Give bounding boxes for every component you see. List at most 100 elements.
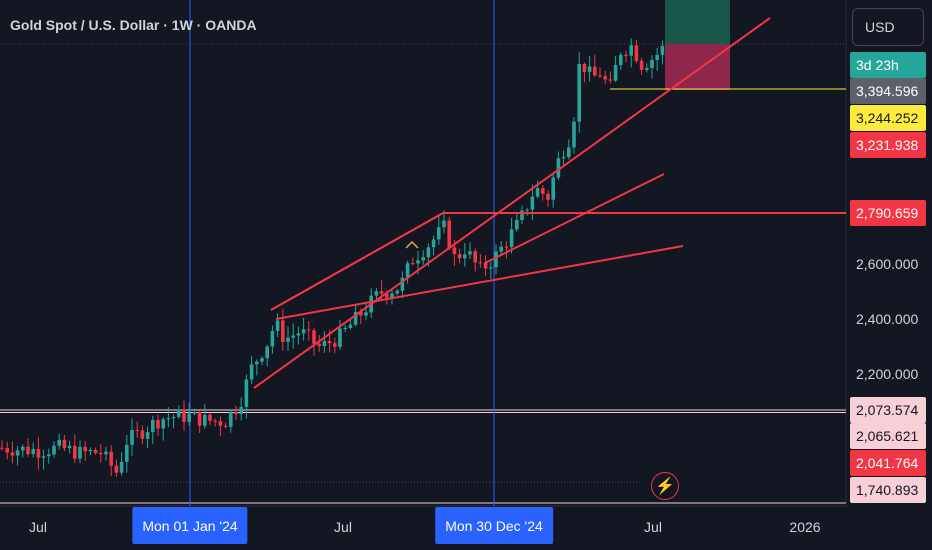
candle-body: [322, 341, 327, 346]
candle-body: [5, 448, 9, 453]
date-marker-label: Mon 01 Jan '24: [132, 507, 248, 544]
candle-body: [317, 343, 321, 346]
candle-body: [125, 444, 129, 462]
candle-body: [561, 157, 566, 159]
candle-body: [41, 456, 46, 458]
candle-body: [73, 445, 77, 459]
channel-lower-line: [253, 17, 771, 389]
price-label: 3,244.252: [850, 105, 926, 131]
candle-body: [296, 333, 301, 336]
candle-body: [166, 418, 171, 420]
candle-body: [203, 414, 207, 426]
candle-body: [177, 409, 181, 417]
candle-body: [364, 312, 368, 316]
candle-body: [182, 409, 186, 422]
candle-body: [379, 291, 384, 294]
candle-body: [52, 445, 56, 455]
candle-body: [244, 379, 249, 407]
candle-body: [463, 254, 467, 259]
candle-body: [156, 419, 160, 429]
candle-body: [145, 432, 150, 439]
candle-body: [608, 79, 613, 81]
candle-body: [405, 263, 410, 278]
candle-body: [442, 220, 446, 228]
candle-body: [151, 419, 155, 433]
date-marker-label: Mon 30 Dec '24: [435, 507, 553, 544]
candle-body: [489, 267, 493, 269]
candle-body: [535, 188, 540, 197]
candle-body: [104, 451, 108, 455]
chart-title: Gold Spot / U.S. Dollar · 1W · OANDA: [10, 17, 257, 33]
candle-body: [353, 311, 358, 325]
candle-body: [260, 358, 264, 362]
trendline: [275, 245, 684, 320]
candle-body: [78, 446, 82, 459]
candle-body: [613, 65, 618, 81]
candle-body: [650, 59, 654, 69]
candle-body: [572, 121, 576, 148]
candle-body: [275, 320, 280, 331]
candle-body: [239, 406, 243, 415]
candle-body: [307, 329, 311, 331]
candle-body: [31, 449, 35, 455]
candle-body: [21, 446, 25, 451]
candle-body: [629, 45, 633, 56]
candle-body: [119, 461, 124, 473]
candle-body: [0, 447, 4, 449]
candle-body: [530, 196, 535, 210]
candle-body: [483, 262, 488, 269]
candle-body: [234, 412, 238, 415]
candle-body: [265, 346, 269, 359]
candle-body: [390, 293, 394, 298]
candle-body: [520, 210, 524, 220]
price-label: 2,041.764: [850, 450, 926, 476]
currency-button[interactable]: USD: [852, 8, 924, 46]
candle-body: [395, 290, 399, 294]
candle-body: [400, 277, 405, 291]
candle-body: [270, 330, 275, 347]
candle-body: [478, 262, 483, 264]
candle-body: [213, 420, 217, 422]
candle-body: [291, 335, 295, 338]
candle-body: [109, 451, 113, 466]
candle-body: [343, 327, 347, 329]
candle-body: [421, 257, 425, 261]
candle-body: [457, 254, 462, 259]
candle-body: [88, 450, 93, 452]
candle-body: [447, 220, 451, 248]
candle-body: [593, 66, 597, 76]
x-axis-tick: Jul: [334, 519, 352, 535]
candle-body: [286, 337, 290, 342]
candle-body: [192, 411, 197, 414]
candle-body: [327, 341, 332, 344]
candle-body: [359, 311, 363, 316]
candle-body: [655, 54, 659, 60]
lightning-icon[interactable]: ⚡: [651, 472, 679, 500]
candle-body: [509, 229, 514, 248]
candle-body: [333, 343, 337, 347]
candle-body: [431, 239, 436, 248]
candle-body: [36, 449, 41, 458]
candle-body: [567, 147, 571, 158]
chevron-up-icon: [405, 240, 419, 249]
price-label: 2,073.574: [850, 397, 926, 423]
candle-body: [57, 439, 61, 446]
candle-body: [639, 60, 644, 70]
candle-body: [582, 63, 587, 72]
y-axis-tick: 2,600.000: [856, 256, 919, 272]
candle-body: [385, 293, 389, 298]
candle-body: [494, 251, 498, 268]
candle-body: [587, 66, 592, 72]
candle-body: [634, 45, 639, 61]
candle-body: [10, 452, 15, 456]
candle-body: [301, 329, 306, 334]
candle-body: [504, 246, 509, 248]
price-label: 2,065.621: [850, 423, 926, 449]
candle-body: [171, 416, 176, 419]
candle-body: [208, 414, 212, 421]
candle-body: [374, 291, 379, 296]
candle-body: [624, 54, 628, 56]
candle-body: [515, 219, 519, 230]
candle-body: [645, 68, 649, 70]
